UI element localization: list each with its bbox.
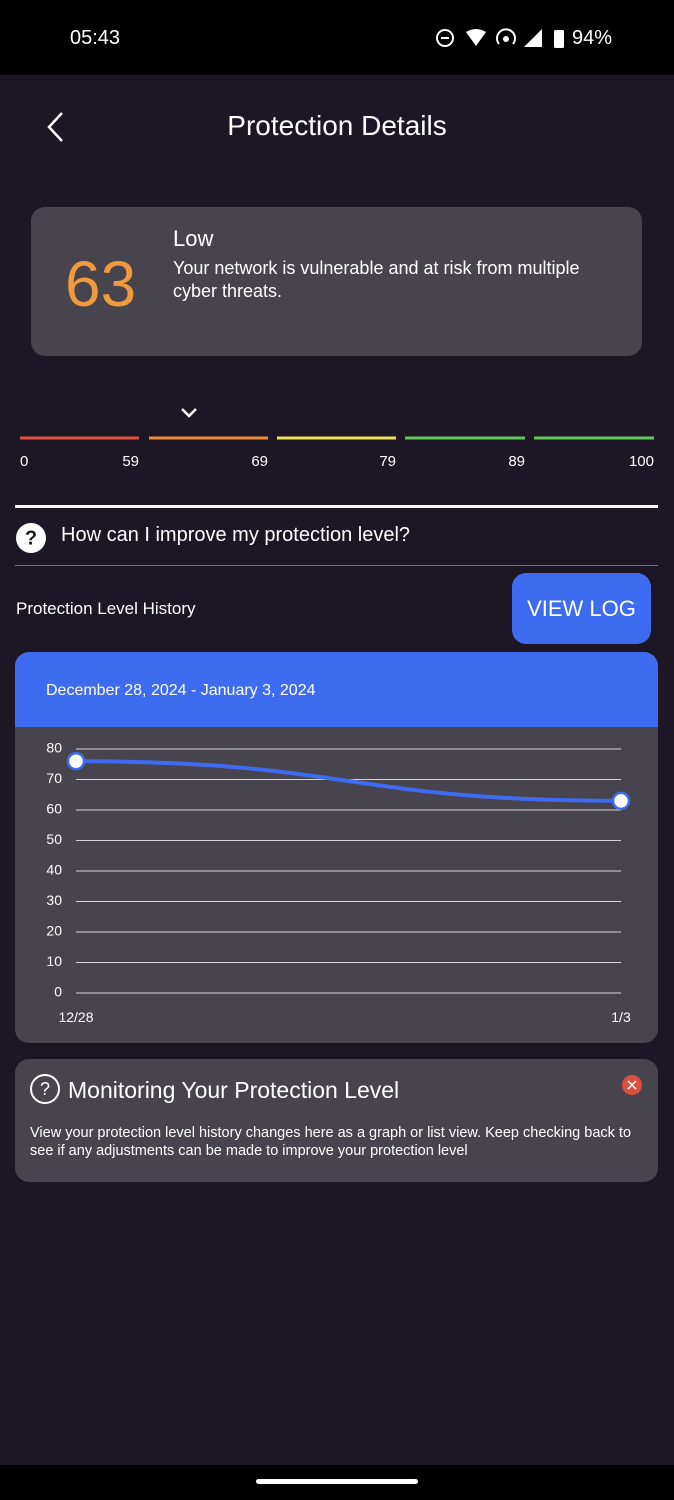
scale-label: 100 [629,453,654,470]
data-line [75,759,622,803]
scale-label: 0 [20,453,28,470]
y-tick-label: 20 [46,923,62,939]
battery-level: 94% [572,27,613,49]
home-handle[interactable] [256,1479,418,1484]
chart-header: December 28, 2024 - January 3, 2024 [15,652,658,727]
status-bar: 05:43 94% [0,0,674,75]
chart-card: December 28, 2024 - January 3, 2024 [15,652,658,1043]
clock: 05:43 [70,27,121,49]
scale-label: 59 [122,453,139,470]
svg-text:?: ? [25,527,37,549]
scale-label: 89 [508,453,525,470]
help-link[interactable]: How can I improve my protection level? [61,524,411,546]
data-point [66,751,86,771]
history-title: Protection Level History [16,599,196,618]
data-point [611,791,631,811]
scale-label: 69 [251,453,268,470]
nav-bar [0,1465,674,1500]
help-row[interactable]: ? How can I improve my protection level? [15,520,658,566]
x-tick-label: 12/28 [58,1009,93,1025]
y-tick-label: 0 [54,984,62,1000]
y-tick-label: 70 [46,770,62,786]
tip-title: Monitoring Your Protection Level [68,1077,400,1103]
y-tick-label: 60 [46,801,62,817]
tip-card: ? Monitoring Your Protection Level View … [15,1059,658,1182]
score-description: Your network is vulnerable and at risk f… [173,258,580,301]
help-icon: ? [16,523,46,553]
score-card: 63 Low Your network is vulnerable and at… [31,207,642,356]
chart-subtitle: December 28, 2024 - January 3, 2024 [46,682,316,699]
y-tick-label: 10 [46,953,62,969]
view-log-button[interactable]: VIEW LOG [512,573,651,644]
back-button[interactable] [42,110,68,144]
status-icons [436,28,564,48]
tip-body: View your protection level history chang… [30,1125,632,1159]
score-value: 63 [65,248,137,320]
svg-text:?: ? [40,1079,50,1099]
divider [15,505,658,508]
y-tick-label: 30 [46,892,62,908]
y-tick-label: 80 [46,740,62,756]
chart: 0 10 20 30 40 50 60 70 80 12/28 1/3 [46,740,631,1025]
scale-label: 79 [379,453,396,470]
score-level: Low [173,226,214,251]
x-tick-label: 1/3 [611,1009,631,1025]
page-title: Protection Details [227,110,447,141]
y-tick-label: 50 [46,831,62,847]
score-pointer [181,408,197,418]
y-tick-label: 40 [46,862,62,878]
level-scale: 0 59 69 79 89 100 [20,436,654,470]
close-tip-button[interactable] [621,1074,643,1096]
tip-icon: ? [30,1074,60,1104]
